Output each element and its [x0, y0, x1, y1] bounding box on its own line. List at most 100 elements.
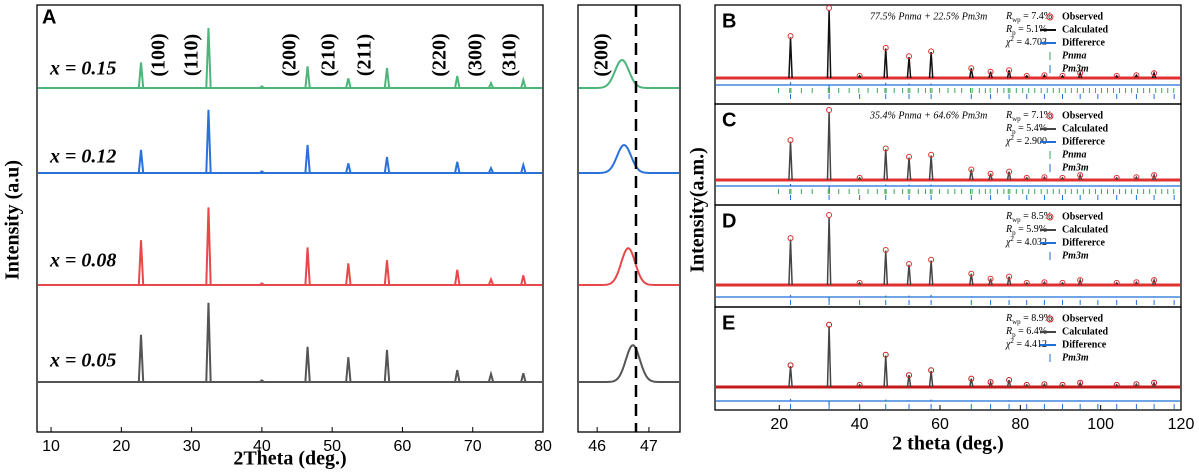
fit-statistic: χ2 = 4.703: [1005, 35, 1047, 49]
peak: [205, 109, 212, 174]
observed-point: [1113, 381, 1120, 388]
observed-point: [1113, 174, 1120, 181]
legend-label: Pm3m: [1062, 352, 1089, 363]
calculated-peak: [1024, 281, 1029, 286]
observed-point: [787, 362, 794, 369]
peak: [487, 80, 495, 89]
calculated-peak: [1151, 70, 1157, 79]
observed-point: [882, 351, 889, 358]
stat-symbol: R: [1005, 123, 1012, 134]
stat-value: = 5.1%: [1016, 24, 1047, 35]
peak-label: (210): [318, 33, 340, 76]
panel-label: E: [722, 312, 735, 334]
fit-statistic: Rwp = 7.1%: [1005, 110, 1052, 122]
peak: [579, 58, 679, 89]
observed-point: [1113, 279, 1120, 286]
peak-label: (200): [591, 33, 613, 76]
legend-symbol: [1046, 13, 1054, 21]
stat-symbol: R: [1005, 313, 1012, 324]
observed-point: [1133, 174, 1140, 181]
calculated-peak: [968, 169, 974, 181]
legend-label: Calculated: [1062, 224, 1109, 235]
x-axis-title: 2 theta (deg.): [892, 433, 1004, 455]
fit-statistic: Rp = 5.4%: [1005, 123, 1047, 135]
calculated-peak: [1060, 281, 1065, 286]
calculated-peak: [826, 217, 832, 286]
peak: [383, 67, 391, 89]
observed-point: [1023, 174, 1030, 181]
observed-point: [856, 174, 863, 181]
observed-point: [1133, 279, 1140, 286]
legend-label: Differerce: [1062, 136, 1105, 147]
observed-point: [987, 379, 994, 386]
calculated-peak: [1114, 383, 1119, 388]
fit-statistic: χ2 = 4.412: [1005, 337, 1047, 351]
panel-frame: [714, 204, 1182, 308]
x-tick-label: 20: [770, 416, 788, 433]
observed-point: [1006, 273, 1013, 280]
stat-symbol: χ: [1005, 37, 1011, 48]
legend-label: Observed: [1062, 11, 1104, 22]
stat-value: = 7.4%: [1021, 11, 1052, 22]
observed-point: [826, 107, 833, 113]
calculated-peak: [1060, 383, 1065, 388]
observed-point: [826, 212, 833, 218]
stat-symbol: R: [1005, 326, 1012, 337]
legend-label: Pnma: [1062, 149, 1086, 160]
peak-label: (110): [181, 34, 203, 76]
peak: [520, 372, 527, 383]
observed-point: [1041, 174, 1048, 181]
calculated-peak: [883, 355, 889, 388]
observed-point: [1059, 72, 1066, 79]
sample-label: x = 0.15: [49, 58, 116, 80]
x-tick-label: 46: [588, 438, 606, 455]
calculated-peak: [857, 176, 862, 181]
observed-point: [826, 5, 833, 11]
calculated-peak: [1114, 176, 1119, 181]
peak: [205, 207, 212, 286]
stat-subscript: p: [1012, 331, 1016, 339]
peak-label: (220): [429, 33, 451, 76]
stat-symbol: R: [1005, 211, 1012, 222]
peak: [520, 161, 527, 174]
calculated-peak: [906, 264, 912, 286]
observed-point: [906, 261, 913, 267]
calculated-peak: [928, 155, 934, 181]
panel-label: C: [722, 109, 736, 131]
peak-label: (310): [499, 33, 521, 76]
observed-point: [787, 235, 794, 242]
fit-statistic: Rwp = 7.4%: [1005, 11, 1052, 23]
calculated-peak: [857, 281, 862, 286]
legend-label: Pm3m: [1062, 63, 1089, 74]
stat-value: = 8.5%: [1021, 211, 1052, 222]
calculated-peak: [857, 74, 862, 79]
x-tick-label: 80: [1011, 416, 1029, 433]
observed-point: [826, 321, 833, 328]
peak: [454, 269, 461, 286]
peak: [137, 149, 145, 174]
x-tick-label: 30: [183, 438, 201, 455]
calculated-peak: [883, 48, 889, 79]
x-tick-label: 50: [323, 438, 341, 455]
peak: [345, 263, 352, 286]
stat-value: = 2.900: [1014, 136, 1047, 147]
observed-point: [1077, 277, 1084, 284]
observed-point: [987, 170, 994, 177]
peak: [454, 161, 461, 174]
fit-statistic: χ2 = 2.900: [1005, 134, 1047, 148]
stat-subscript: wp: [1012, 115, 1021, 123]
observed-point: [1151, 379, 1158, 386]
stat-subscript: wp: [1012, 318, 1021, 326]
observed-point: [787, 137, 794, 144]
calculated-peak: [1114, 281, 1119, 286]
observed-point: [1059, 279, 1066, 286]
peak: [205, 27, 212, 89]
x-tick-label: 60: [931, 416, 949, 433]
observed-point: [906, 153, 913, 160]
stat-value: = 5.9%: [1016, 224, 1047, 235]
peak: [383, 260, 391, 286]
peak: [487, 276, 495, 286]
peak: [487, 165, 495, 174]
peak: [345, 163, 352, 174]
